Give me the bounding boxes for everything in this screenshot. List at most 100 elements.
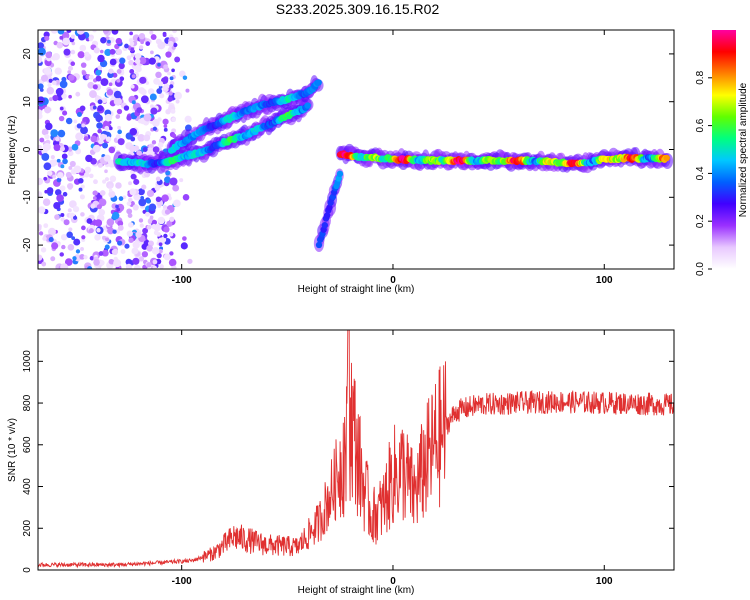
noise-point [60,263,69,269]
noise-point [81,225,86,231]
noise-point [38,224,42,232]
noise-point [133,264,141,269]
noise-point [61,31,70,40]
noise-point [122,195,127,200]
noise-point [100,78,109,87]
noise-point [128,197,133,203]
noise-point [47,83,52,88]
noise-point [92,144,101,153]
noise-point [62,37,71,46]
noise-point [96,204,103,210]
noise-point [38,96,45,105]
noise-point [113,90,122,99]
noise-point [56,158,61,163]
noise-point [44,67,52,75]
track-cell [321,222,329,229]
noise-point [142,227,149,234]
noise-point [88,228,94,234]
noise-point [62,158,68,165]
track-cell [323,212,331,219]
noise-point [126,201,132,206]
noise-point [44,134,50,140]
spectrogram-tracks [113,75,674,252]
noise-point [47,170,53,176]
noise-point [135,65,142,73]
noise-point [151,247,158,254]
noise-point [104,113,113,122]
track-cell [315,241,323,249]
noise-point [51,242,59,250]
noise-point [72,256,77,261]
noise-point [46,187,54,194]
noise-point [134,58,141,65]
noise-point [44,106,52,114]
noise-point [173,42,178,48]
noise-point [99,133,107,140]
spectrogram-y-tick-label: 0 [22,146,33,152]
noise-point [182,75,188,80]
noise-point [50,129,59,137]
noise-point [131,247,139,255]
noise-point [155,71,162,79]
noise-point [48,97,53,102]
noise-point [111,30,119,35]
noise-point [111,211,120,220]
noise-point [73,119,78,124]
noise-point [157,216,165,225]
noise-point [117,220,124,227]
noise-point [182,193,190,201]
noise-point [141,243,148,250]
noise-point [105,136,112,142]
spectrogram-y-axis-label: Frequency (Hz) [7,116,18,185]
noise-point [80,62,87,68]
colorbar-scale [712,30,736,269]
noise-point [69,160,76,167]
noise-point [38,231,44,236]
noise-point [90,135,98,143]
colorbar-tick-label: 0.0 [695,262,706,276]
noise-point [138,218,144,223]
noise-point [115,182,122,189]
noise-point [141,184,147,190]
noise-point [83,136,89,142]
noise-point [81,123,86,128]
noise-point [40,74,49,82]
noise-point [171,265,177,269]
noise-point [120,249,126,254]
noise-point [162,205,167,210]
noise-point [68,94,72,99]
noise-point [173,199,181,208]
snr-x-tick-label: 100 [596,576,613,587]
noise-point [150,50,154,55]
noise-point [159,93,165,99]
noise-point [78,177,84,184]
noise-point [39,137,45,143]
noise-point [38,254,43,261]
noise-point [59,252,64,257]
noise-point [62,110,68,116]
noise-point [87,266,93,269]
noise-point [174,56,181,63]
noise-point [132,241,140,249]
chart-title: S233.2025.309.16.15.R02 [275,1,440,17]
noise-point [67,150,74,157]
noise-point [150,104,154,109]
noise-point [102,142,109,149]
noise-point [38,191,43,197]
noise-point [143,134,151,142]
noise-point [101,249,109,257]
noise-point [85,154,93,163]
noise-point [164,209,171,215]
noise-point [102,30,109,35]
noise-point [58,115,65,122]
noise-point [82,117,87,122]
noise-point [40,247,47,253]
noise-point [155,38,162,45]
noise-point [90,203,96,209]
noise-point [38,83,44,90]
noise-point [99,260,105,266]
noise-point [115,37,123,45]
noise-point [150,34,157,40]
noise-point [142,147,148,153]
noise-point [57,171,64,179]
